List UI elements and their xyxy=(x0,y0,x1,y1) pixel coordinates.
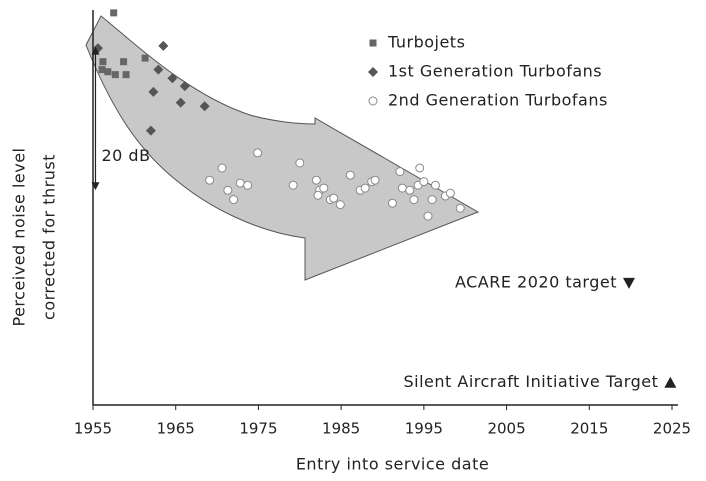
square-marker xyxy=(369,39,377,47)
x-tick-label: 1975 xyxy=(239,420,277,438)
square-marker xyxy=(122,71,130,79)
square-marker xyxy=(141,54,149,62)
square-marker xyxy=(120,58,128,66)
span-arrowhead xyxy=(91,182,100,191)
circle-marker xyxy=(427,195,437,205)
square-marker xyxy=(111,71,119,79)
circle-marker xyxy=(395,167,405,177)
square-marker xyxy=(99,58,107,66)
circle-marker xyxy=(335,200,345,210)
square-marker xyxy=(98,66,106,74)
circle-marker xyxy=(360,183,370,193)
circle-marker xyxy=(223,185,233,195)
triangle-marker xyxy=(664,376,677,388)
circle-marker xyxy=(430,180,440,190)
circle-marker xyxy=(313,190,323,200)
target-label: ACARE 2020 target xyxy=(455,272,617,291)
circle-marker xyxy=(295,158,305,168)
circle-marker xyxy=(288,180,298,190)
diamond-marker xyxy=(145,125,156,136)
diamond-marker xyxy=(179,81,190,92)
span-arrowhead xyxy=(91,46,100,55)
circle-marker xyxy=(387,198,397,208)
y-axis-label: corrected for thrust xyxy=(40,154,59,320)
circle-marker xyxy=(205,175,215,185)
diamond-marker xyxy=(199,101,210,112)
circle-marker xyxy=(419,177,429,187)
y-axis-label: Perceived noise level xyxy=(10,148,29,327)
x-tick-label: 2015 xyxy=(570,420,608,438)
x-tick-label: 1985 xyxy=(322,420,360,438)
legend-label: Turbojets xyxy=(387,33,465,52)
circle-marker xyxy=(217,163,227,173)
circle-marker xyxy=(253,148,263,158)
circle-marker xyxy=(235,178,245,188)
circle-marker xyxy=(319,183,329,193)
circle-marker xyxy=(345,170,355,180)
legend-label: 1st Generation Turbofans xyxy=(388,62,602,81)
x-tick-label: 2025 xyxy=(653,420,691,438)
diamond-marker xyxy=(167,73,178,84)
x-tick-label: 1995 xyxy=(405,420,443,438)
diamond-marker xyxy=(368,67,378,77)
circle-marker xyxy=(243,180,253,190)
diamond-marker xyxy=(158,40,169,51)
square-marker xyxy=(110,9,118,17)
triangle-marker xyxy=(622,277,635,289)
circle-marker xyxy=(445,188,455,198)
target-label: Silent Aircraft Initiative Target xyxy=(404,372,659,391)
span-label: 20 dB xyxy=(101,146,150,165)
circle-marker xyxy=(229,195,239,205)
circle-marker xyxy=(415,163,425,173)
circle-marker xyxy=(397,183,407,193)
x-tick-label: 1955 xyxy=(74,420,112,438)
x-tick-label: 2005 xyxy=(487,420,525,438)
circle-marker xyxy=(409,195,419,205)
circle-marker xyxy=(370,175,380,185)
circle-marker xyxy=(423,211,433,221)
circle-marker xyxy=(311,175,321,185)
diamond-marker xyxy=(148,86,159,97)
circle-marker xyxy=(329,193,339,203)
diamond-marker xyxy=(153,64,164,75)
circle-marker xyxy=(368,96,378,106)
legend-label: 2nd Generation Turbofans xyxy=(388,91,608,110)
circle-marker xyxy=(405,185,415,195)
diamond-marker xyxy=(175,97,186,108)
x-tick-label: 1965 xyxy=(157,420,195,438)
circle-marker xyxy=(455,203,465,213)
square-marker xyxy=(104,68,112,76)
x-axis-label: Entry into service date xyxy=(296,455,489,474)
